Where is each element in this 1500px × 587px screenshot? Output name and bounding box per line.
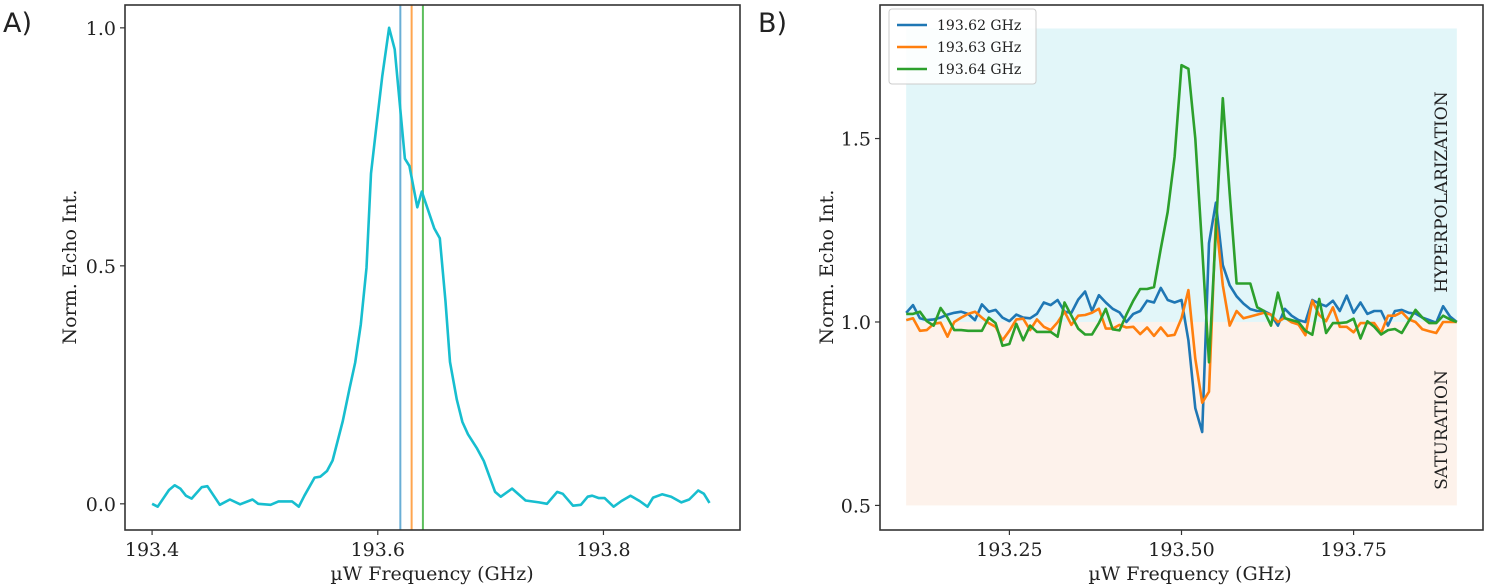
panel-a-ylabel: Norm. Echo Int.	[59, 190, 81, 345]
y-tick-label: 1.0	[841, 312, 871, 334]
hyperpolarization-region-label: HYPERPOLARIZATION	[1432, 91, 1452, 292]
y-tick-label: 1.5	[841, 129, 871, 151]
x-tick-label: 193.75	[1320, 539, 1386, 561]
x-tick-label: 193.4	[125, 539, 179, 561]
panel-b-label: B)	[758, 8, 787, 39]
saturation-region-label: SATURATION	[1432, 370, 1452, 490]
series-line-echo-spectrum	[151, 26, 711, 508]
panel-b-ylabel: Norm. Echo Int.	[816, 190, 838, 345]
panel-b-xlabel: µW Frequency (GHz)	[1088, 563, 1291, 585]
x-tick-label: 193.8	[576, 539, 630, 561]
panel-b: B) 193.25 193.50 193.75 0.5 1.0 1.5 µW Freque…	[758, 4, 1484, 585]
y-tick-label: 0.5	[86, 256, 116, 278]
x-tick-label: 193.50	[1148, 539, 1214, 561]
legend-label-193-63: 193.63 GHz	[937, 40, 1021, 56]
x-tick-label: 193.6	[351, 539, 405, 561]
y-tick-label: 0.5	[841, 495, 871, 517]
legend-label-193-64: 193.64 GHz	[937, 62, 1021, 78]
region-saturation	[906, 321, 1457, 506]
series-line-193-62-ghz	[905, 201, 1458, 434]
x-tick-label: 193.25	[976, 539, 1042, 561]
y-tick-label: 1.0	[86, 18, 116, 40]
y-tick-label: 0.0	[86, 494, 116, 516]
panel-a-axes-frame	[124, 4, 741, 531]
legend: 193.62 GHz 193.63 GHz 193.64 GHz	[888, 8, 1037, 85]
panel-a: A) 193.4 193.6 193.8 0.0 0.5 1.0 µW Frequency…	[3, 4, 741, 585]
series-line-193-64-ghz	[906, 63, 1458, 364]
panel-a-xlabel: µW Frequency (GHz)	[330, 563, 533, 585]
legend-label-193-62: 193.62 GHz	[937, 18, 1021, 34]
panel-a-label: A)	[3, 8, 32, 39]
legend-frame	[888, 8, 1037, 85]
